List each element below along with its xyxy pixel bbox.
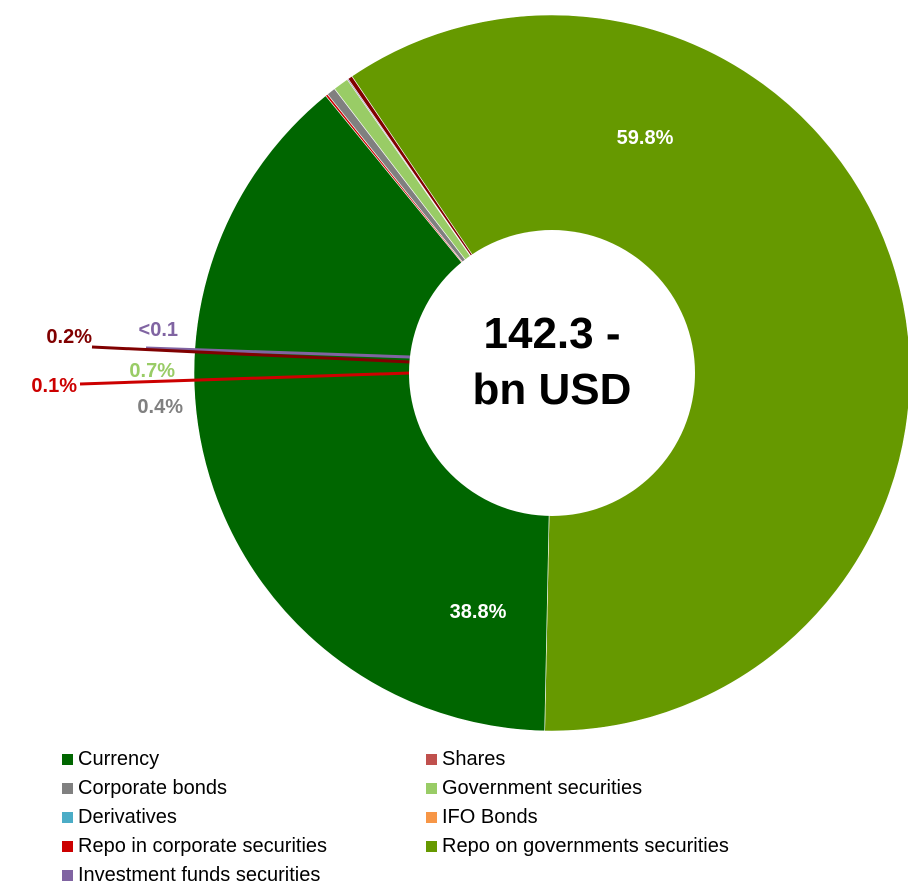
leader-line — [91, 345, 411, 364]
center-label-line-1: 142.3 - — [484, 309, 621, 358]
slice-label: 38.8% — [450, 601, 507, 623]
legend-label: Currency — [78, 748, 160, 770]
legend-item-repo-on-governments-securities: Repo on governments securities — [426, 835, 729, 858]
donut-hole — [409, 230, 695, 516]
legend-item-currency: Currency — [62, 748, 159, 771]
legend-label: Investment funds securities — [78, 864, 321, 886]
slice-currency — [193, 95, 553, 732]
legend-label: Derivatives — [78, 806, 177, 828]
legend-item-shares: Shares — [426, 748, 505, 771]
legend-swatch — [62, 841, 73, 852]
slice-label: <0.1 — [139, 319, 178, 341]
legend-item-corporate-bonds: Corporate bonds — [62, 777, 227, 800]
legend-swatch — [62, 870, 73, 881]
slice-labels: 59.8% 38.8% 0.1% 0.4% 0.7% <0.1 0.2% — [31, 127, 673, 623]
legend-swatch — [426, 754, 437, 765]
legend-item-government-securities: Government securities — [426, 777, 642, 800]
legend-swatch — [62, 754, 73, 765]
leader-line — [145, 346, 411, 359]
legend-swatch — [62, 783, 73, 794]
legend-swatch — [426, 783, 437, 794]
leader-line — [79, 371, 411, 386]
slice-label: 0.4% — [137, 396, 183, 418]
legend-item-investment-funds-securities: Investment funds securities — [62, 864, 320, 887]
legend-swatch — [426, 812, 437, 823]
legend-label: IFO Bonds — [442, 806, 538, 828]
legend-label: Corporate bonds — [78, 777, 227, 799]
center-label-line-2: bn USD — [473, 365, 632, 414]
slice-label: 0.1% — [31, 375, 77, 397]
legend-label: Repo on governments securities — [442, 835, 729, 857]
donut-chart: 59.8% 38.8% 0.1% 0.4% 0.7% <0.1 0.2% 142.3 - b… — [31, 14, 908, 732]
legend-label: Shares — [442, 748, 506, 770]
slice-label: 0.2% — [46, 326, 92, 348]
legend-item-ifo-bonds: IFO Bonds — [426, 806, 538, 829]
slice-label: 0.7% — [129, 360, 175, 382]
slice-label: 59.8% — [617, 127, 674, 149]
legend-label: Repo in corporate securities — [78, 835, 328, 857]
legend-item-derivatives: Derivatives — [62, 806, 177, 829]
legend-swatch — [426, 841, 437, 852]
legend-label: Government securities — [442, 777, 643, 799]
legend-item-repo-in-corporate-securities: Repo in corporate securities — [62, 835, 327, 858]
leader-lines — [79, 345, 411, 386]
legend-swatch — [62, 812, 73, 823]
